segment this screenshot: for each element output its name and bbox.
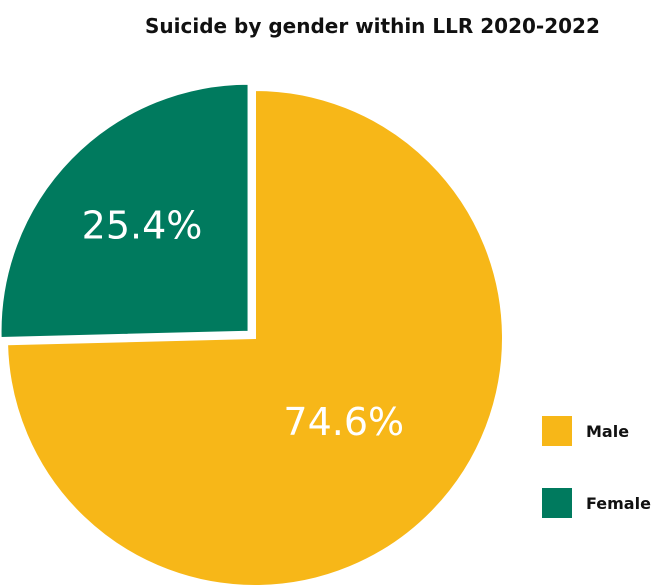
slice-label-male: 74.6% <box>283 400 404 444</box>
pie-slices <box>0 82 504 586</box>
pie-slice-labels: 74.6% 25.4% <box>82 203 404 444</box>
legend-swatch-male <box>542 416 572 446</box>
slice-label-female: 25.4% <box>82 203 203 247</box>
legend-label-female: Female <box>586 493 651 513</box>
legend-item-male[interactable]: Male <box>542 416 629 446</box>
pie-slice-male[interactable] <box>6 88 504 586</box>
legend-swatch-female <box>542 488 572 518</box>
chart-title: Suicide by gender within LLR 2020-2022 <box>145 14 600 38</box>
pie-slice-female[interactable] <box>0 82 250 339</box>
legend-label-male: Male <box>586 421 630 441</box>
legend-item-female[interactable]: Female <box>542 488 651 518</box>
